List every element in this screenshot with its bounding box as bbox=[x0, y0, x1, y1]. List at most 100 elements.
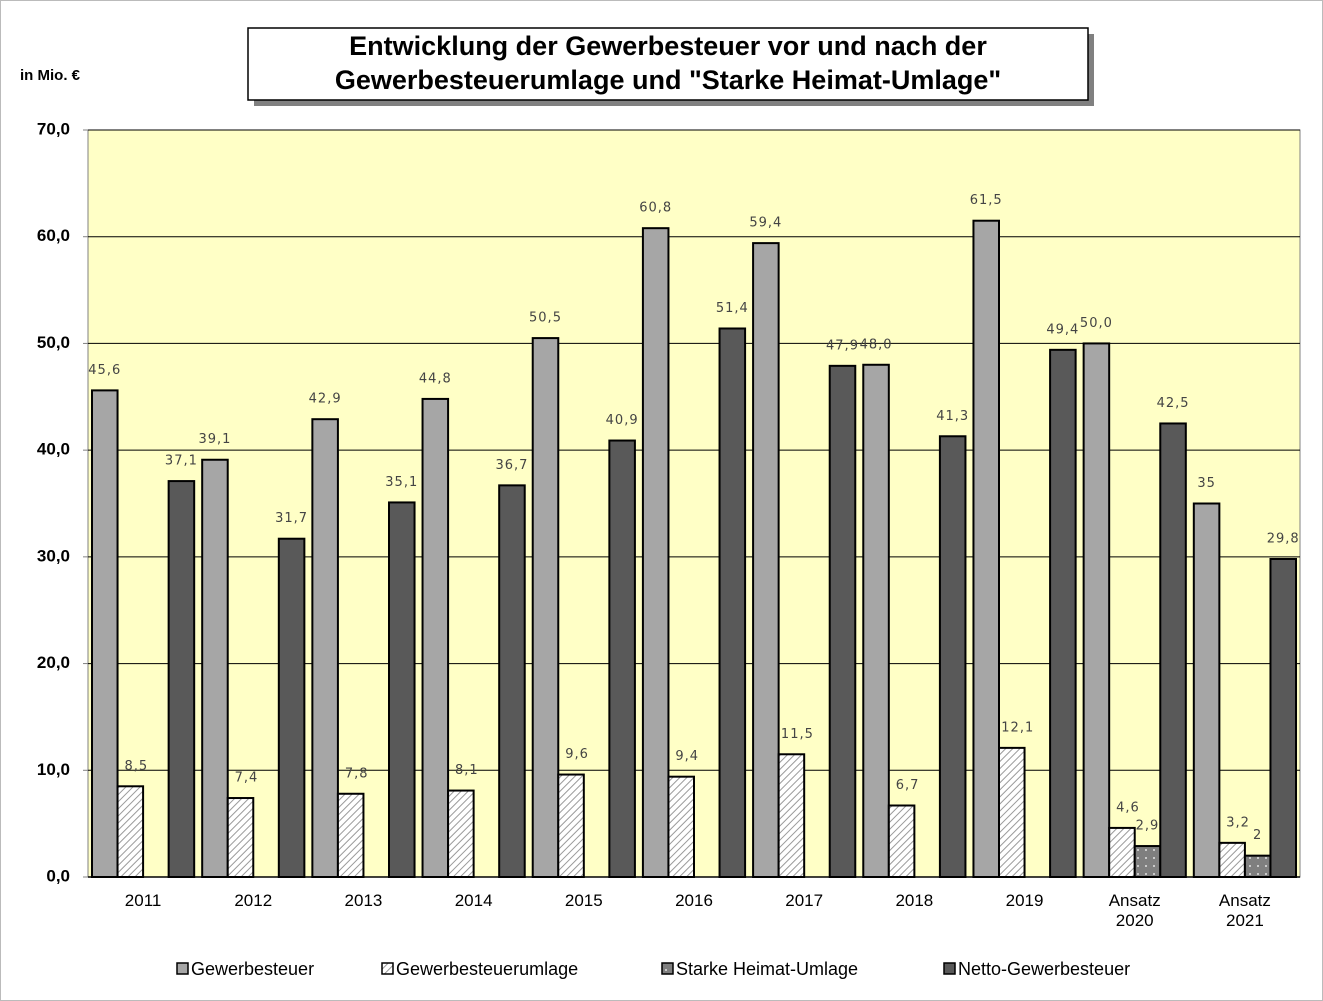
value-label: 3,2 bbox=[1226, 815, 1250, 830]
chart-title: Gewerbesteuerumlage und "Starke Heimat-U… bbox=[335, 65, 1001, 95]
bar bbox=[1269, 557, 1298, 879]
legend-swatch bbox=[943, 962, 956, 975]
x-tick-label: 2016 bbox=[675, 891, 713, 910]
plot-area bbox=[87, 129, 1301, 878]
y-tick-label: 10,0 bbox=[37, 760, 70, 779]
bar bbox=[1108, 826, 1136, 879]
bar bbox=[1192, 502, 1221, 878]
chart-title: Entwicklung der Gewerbesteuer vor und na… bbox=[349, 31, 987, 61]
value-label: 9,4 bbox=[675, 749, 699, 764]
legend-label: Gewerbesteuerumlage bbox=[396, 959, 578, 979]
value-label: 40,9 bbox=[606, 413, 639, 428]
value-label: 44,8 bbox=[419, 371, 452, 386]
bar bbox=[447, 789, 475, 878]
value-label: 7,8 bbox=[345, 766, 369, 781]
value-label: 8,5 bbox=[124, 759, 148, 774]
value-label: 60,8 bbox=[639, 201, 672, 216]
bar bbox=[1133, 845, 1162, 878]
y-tick-label: 70,0 bbox=[37, 119, 70, 138]
value-label: 37,1 bbox=[165, 454, 198, 469]
bar bbox=[1159, 422, 1187, 878]
value-label: 12,1 bbox=[1001, 720, 1034, 735]
value-label: 2 bbox=[1253, 828, 1262, 843]
y-tick-label: 0,0 bbox=[46, 866, 70, 885]
value-label: 59,4 bbox=[749, 216, 782, 231]
bar bbox=[1082, 342, 1111, 878]
bar bbox=[938, 435, 967, 878]
x-tick-label: 2019 bbox=[1005, 891, 1044, 910]
value-label: 7,4 bbox=[235, 771, 259, 786]
value-label: 48,0 bbox=[860, 337, 893, 352]
value-label: 61,5 bbox=[970, 193, 1003, 208]
value-label: 29,8 bbox=[1267, 531, 1300, 546]
bar bbox=[498, 484, 526, 878]
bar bbox=[718, 327, 747, 878]
value-label: 41,3 bbox=[936, 409, 969, 424]
value-label: 51,4 bbox=[716, 301, 749, 316]
value-label: 4,6 bbox=[1116, 800, 1140, 815]
bar bbox=[752, 242, 780, 879]
value-label: 8,1 bbox=[455, 763, 479, 778]
y-tick-label: 20,0 bbox=[37, 653, 70, 672]
x-tick-label: 2014 bbox=[454, 891, 493, 910]
x-tick-label: 2012 bbox=[234, 891, 273, 910]
bar bbox=[887, 804, 916, 878]
x-tick-label: 2011 bbox=[124, 891, 162, 910]
bar bbox=[998, 746, 1026, 879]
legend-swatch bbox=[176, 962, 189, 975]
bar bbox=[557, 773, 585, 878]
x-tick-label: 2018 bbox=[895, 891, 934, 910]
value-label: 50,0 bbox=[1080, 316, 1113, 331]
bar bbox=[777, 753, 806, 878]
y-tick-label: 40,0 bbox=[37, 440, 70, 459]
bar bbox=[667, 775, 695, 879]
value-label: 47,9 bbox=[826, 338, 859, 353]
bar bbox=[862, 363, 890, 878]
value-label: 49,4 bbox=[1046, 322, 1079, 337]
x-tick-label: 2013 bbox=[344, 891, 383, 910]
value-label: 39,1 bbox=[198, 432, 231, 447]
value-label: 6,7 bbox=[896, 778, 920, 793]
y-tick-label: 60,0 bbox=[37, 226, 70, 245]
bar bbox=[421, 397, 450, 878]
bar bbox=[336, 792, 365, 879]
value-label: 42,9 bbox=[309, 392, 342, 407]
bar bbox=[311, 418, 339, 878]
bar bbox=[388, 501, 416, 878]
bar bbox=[116, 785, 145, 878]
bar bbox=[226, 797, 255, 879]
value-label: 45,6 bbox=[88, 363, 121, 378]
value-label: 31,7 bbox=[275, 511, 308, 526]
bar bbox=[641, 227, 670, 879]
legend-label: Gewerbesteuer bbox=[191, 959, 314, 979]
x-tick-label: 2015 bbox=[564, 891, 603, 910]
value-label: 2,9 bbox=[1136, 819, 1160, 834]
value-label: 35 bbox=[1197, 476, 1216, 491]
value-label: 36,7 bbox=[495, 458, 528, 473]
value-label: 35,1 bbox=[385, 475, 418, 490]
bar bbox=[1218, 841, 1246, 879]
x-tick-label: Ansatz 2021 bbox=[1218, 891, 1271, 930]
bar bbox=[277, 537, 306, 878]
legend-swatch bbox=[661, 962, 674, 975]
value-label: 42,5 bbox=[1157, 396, 1190, 411]
y-tick-label: 50,0 bbox=[37, 333, 70, 352]
bar bbox=[1049, 348, 1077, 878]
x-tick-label: Ansatz 2020 bbox=[1108, 891, 1161, 930]
x-tick-label: 2017 bbox=[785, 891, 824, 910]
y-tick-label: 30,0 bbox=[37, 546, 70, 565]
value-label: 50,5 bbox=[529, 311, 562, 326]
legend-label: Netto-Gewerbesteuer bbox=[958, 959, 1130, 979]
y-axis-label: in Mio. € bbox=[20, 67, 81, 84]
bar bbox=[828, 364, 857, 878]
legend-swatch bbox=[381, 962, 394, 975]
bar bbox=[608, 439, 636, 878]
bar bbox=[1243, 854, 1272, 879]
bar bbox=[201, 458, 229, 878]
title-box bbox=[247, 27, 1089, 101]
bar bbox=[531, 337, 560, 879]
bar bbox=[91, 389, 119, 878]
value-label: 11,5 bbox=[781, 727, 814, 742]
